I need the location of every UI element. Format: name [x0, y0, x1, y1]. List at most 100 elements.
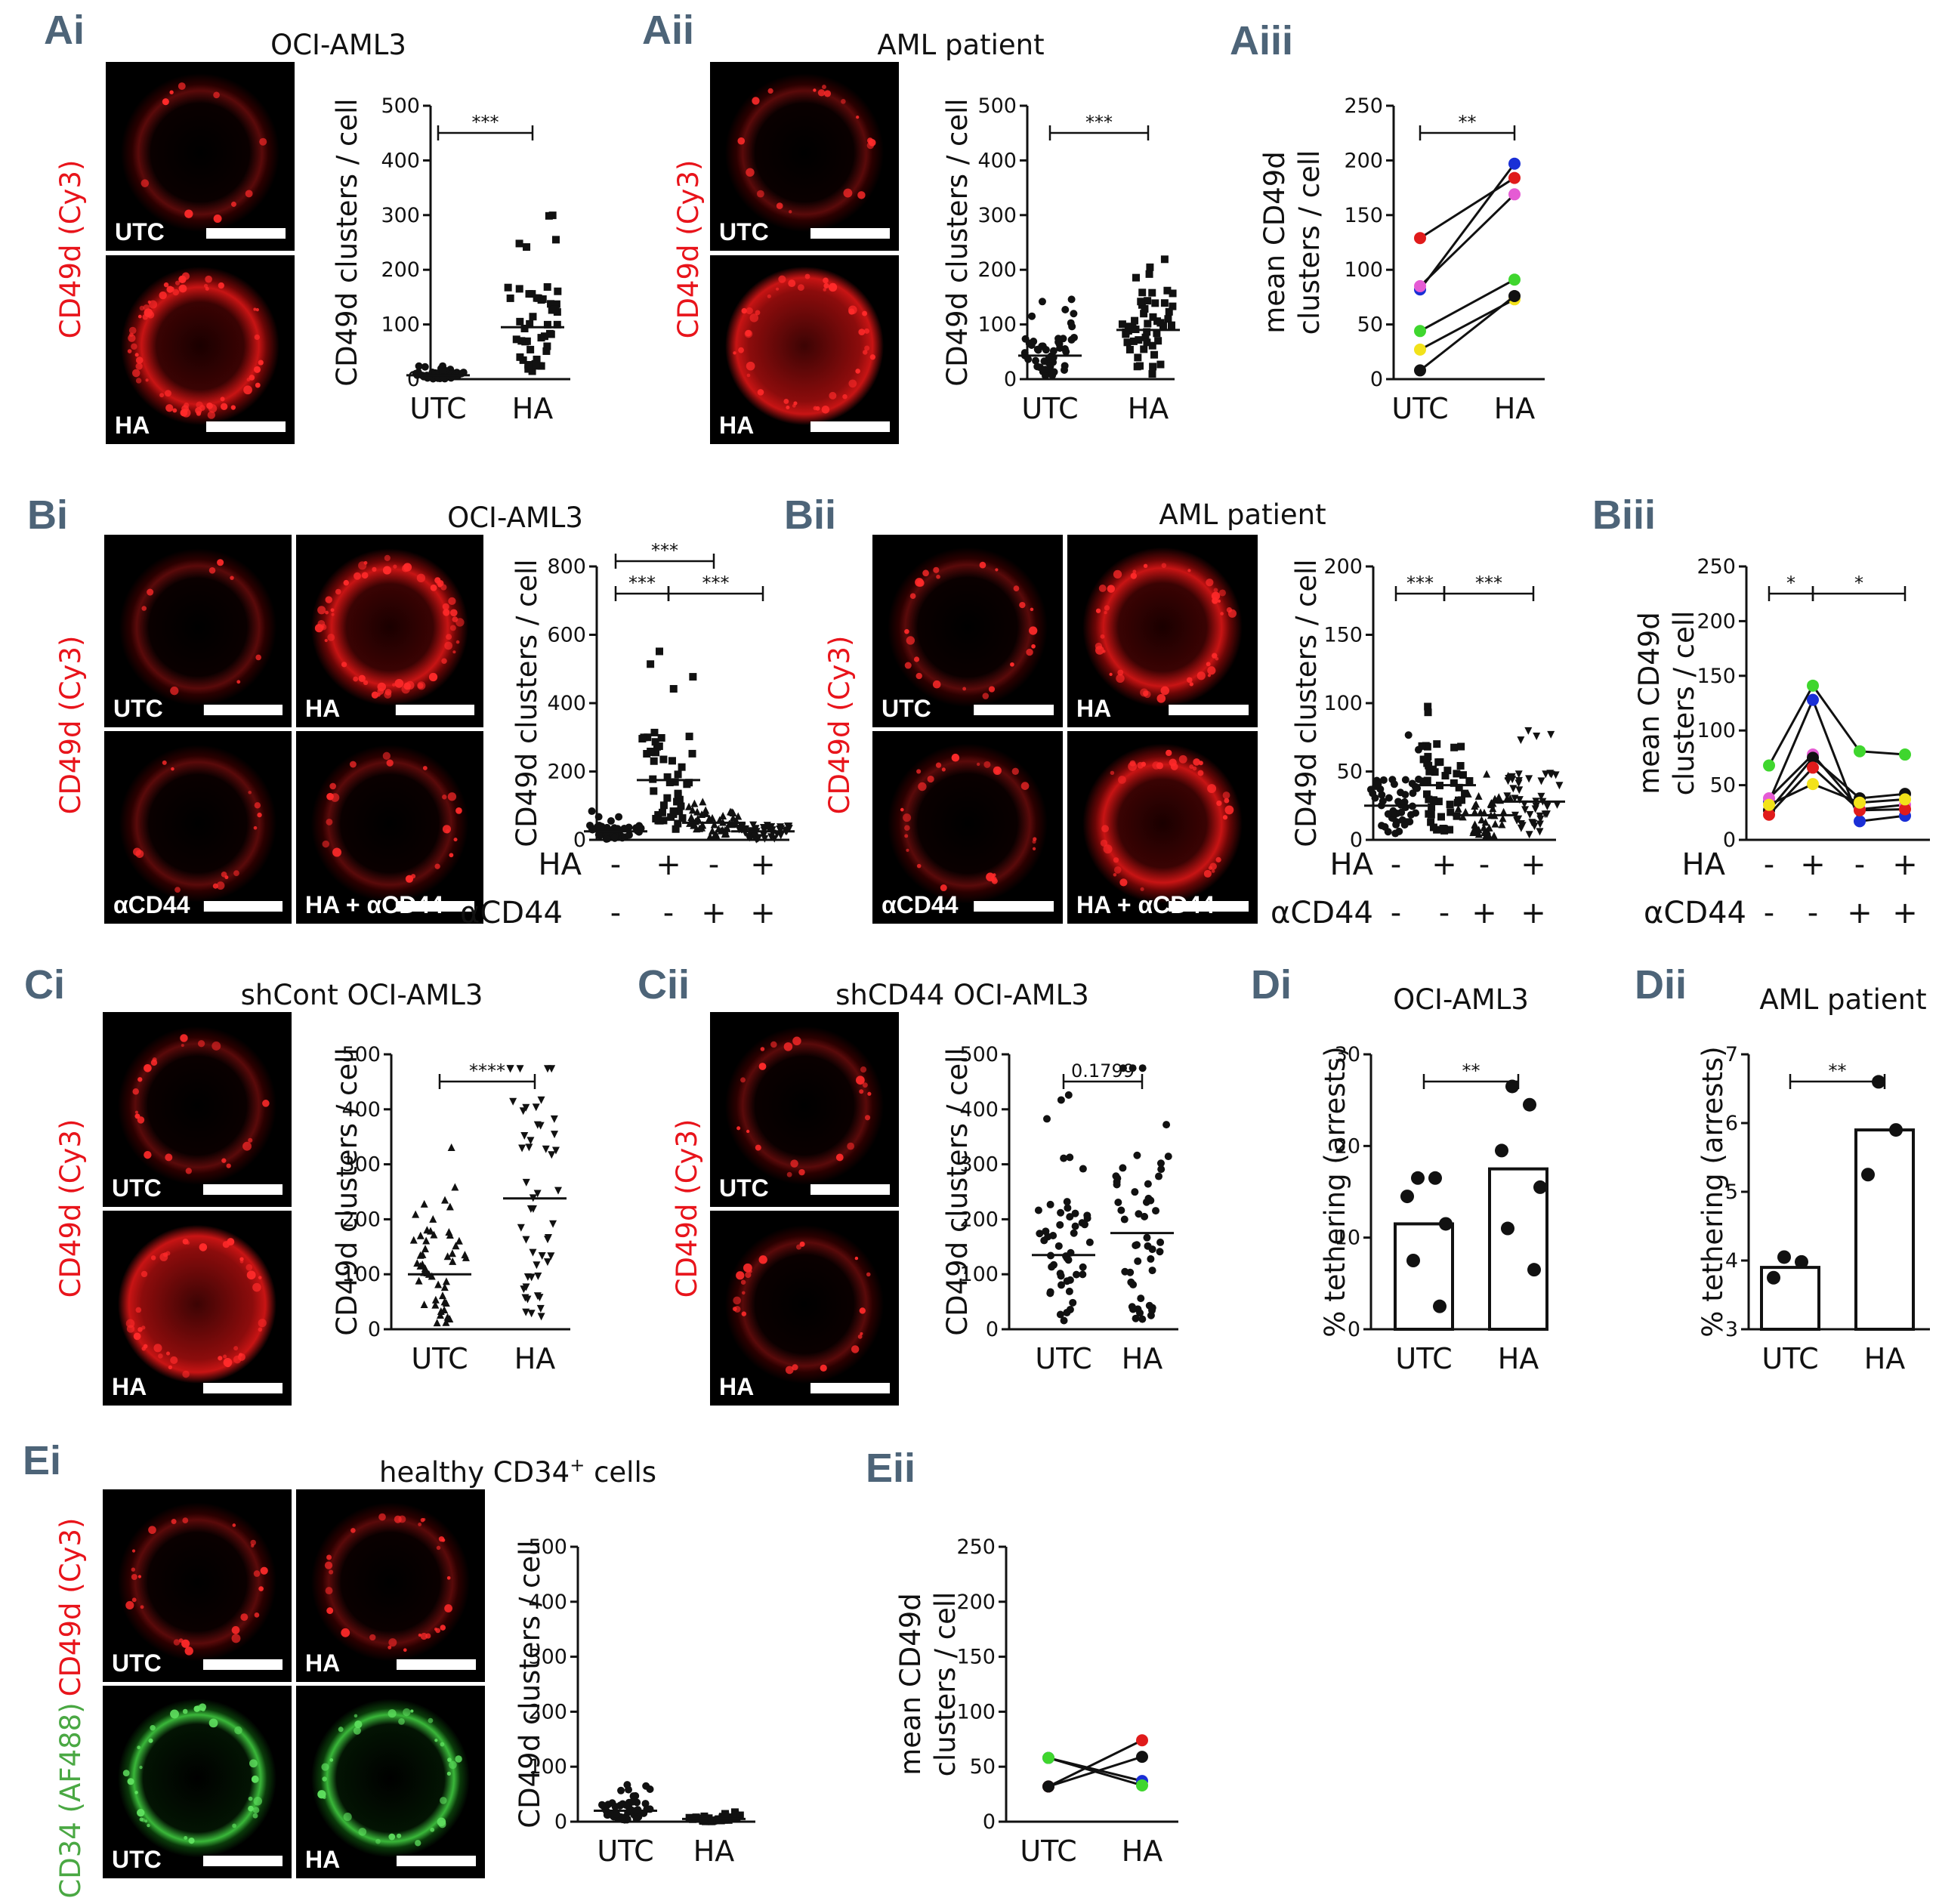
- data-point: [1542, 770, 1550, 779]
- cluster-spot: [172, 408, 178, 413]
- data-point: [1527, 1263, 1541, 1277]
- micrograph-label: UTC: [112, 1174, 162, 1202]
- cluster-spot: [196, 1705, 202, 1711]
- y-tick-label: 200: [959, 1208, 999, 1231]
- cluster-spot: [1187, 677, 1193, 684]
- data-point: [442, 1277, 450, 1285]
- cluster-spot: [1193, 758, 1200, 766]
- data-point: [1066, 1213, 1074, 1221]
- cluster-spot: [1030, 607, 1034, 612]
- cluster-spot: [147, 1823, 150, 1828]
- condition-ha-value: +: [1521, 847, 1546, 882]
- data-point: [1046, 363, 1054, 371]
- cluster-spot: [862, 310, 867, 316]
- cluster-spot: [927, 775, 934, 783]
- data-point: [548, 1151, 556, 1159]
- y-tick-label: 400: [341, 1098, 381, 1122]
- cell-signal: [118, 1699, 276, 1858]
- cluster-spot: [358, 561, 367, 570]
- condition-ha-label: HA: [1682, 847, 1726, 882]
- title-ei-main: healthy CD34: [379, 1456, 570, 1489]
- cluster-spot: [864, 345, 870, 351]
- data-point: [516, 1065, 524, 1073]
- title-ei-suffix: cells: [585, 1456, 656, 1489]
- data-point: [409, 1236, 418, 1244]
- data-point: [1407, 810, 1416, 819]
- cluster-spot: [137, 1745, 141, 1750]
- cluster-spot: [148, 1526, 156, 1535]
- cluster-spot: [321, 1763, 329, 1771]
- cluster-spot: [181, 272, 190, 280]
- cluster-spot: [732, 1307, 737, 1312]
- cluster-spot: [322, 1795, 326, 1800]
- data-point: [1038, 298, 1046, 306]
- series-point: [1136, 1751, 1148, 1764]
- cluster-spot: [353, 676, 359, 682]
- cluster-spot: [178, 82, 186, 90]
- cluster-spot: [835, 1153, 844, 1162]
- data-point: [1532, 802, 1540, 810]
- data-point: [728, 820, 736, 829]
- data-point: [1523, 1097, 1536, 1112]
- cluster-spot: [1109, 672, 1113, 677]
- y-tick-label: 0: [554, 1810, 567, 1834]
- micrograph-bi-utc: UTC: [104, 535, 292, 727]
- cluster-spot: [141, 1346, 147, 1351]
- data-point: [543, 282, 551, 291]
- data-point: [688, 806, 696, 814]
- cluster-spot: [1207, 666, 1216, 675]
- y-tick-label: 50: [1710, 774, 1736, 798]
- data-point: [719, 811, 727, 819]
- scale-bar: [810, 1184, 890, 1195]
- condition-acd44-value: +: [1892, 896, 1918, 930]
- data-point: [1069, 1298, 1077, 1307]
- cluster-spot: [343, 579, 349, 586]
- data-point: [1509, 785, 1518, 793]
- cluster-spot: [909, 593, 916, 600]
- condition-acd44-value: -: [663, 896, 674, 930]
- data-point: [740, 825, 749, 833]
- cluster-spot: [252, 1807, 260, 1813]
- cluster-spot: [828, 282, 838, 292]
- cluster-spot: [1113, 569, 1122, 579]
- data-point: [750, 830, 758, 838]
- cluster-spot: [135, 363, 143, 370]
- data-point: [1164, 1153, 1172, 1161]
- y-tick-label: 500: [977, 94, 1017, 118]
- cluster-spot: [158, 1353, 163, 1359]
- data-point: [1133, 1151, 1141, 1159]
- data-point: [1070, 1229, 1078, 1237]
- data-point: [1436, 758, 1444, 767]
- data-point: [693, 807, 702, 816]
- cluster-spot: [393, 564, 397, 569]
- data-point: [1065, 1287, 1073, 1295]
- data-point: [1515, 786, 1524, 795]
- data-point: [677, 802, 685, 810]
- data-point: [1072, 1270, 1080, 1279]
- scale-bar: [397, 1856, 476, 1866]
- data-point: [588, 807, 596, 816]
- data-point: [1461, 789, 1469, 798]
- cluster-spot: [205, 286, 209, 291]
- y-tick-label: 500: [959, 1043, 999, 1066]
- data-point: [1133, 363, 1141, 371]
- y-tick-label: 600: [547, 624, 586, 647]
- data-point: [1134, 1257, 1142, 1265]
- data-point: [1443, 767, 1452, 775]
- cluster-spot: [135, 850, 144, 858]
- data-point: [1028, 312, 1036, 320]
- cluster-spot: [252, 1813, 258, 1819]
- cluster-spot: [131, 1549, 136, 1553]
- cluster-spot: [447, 1757, 452, 1762]
- cluster-spot: [143, 304, 150, 311]
- cluster-spot: [1220, 612, 1224, 616]
- data-point: [1439, 1217, 1453, 1231]
- data-point: [544, 1234, 552, 1242]
- cluster-spot: [442, 825, 452, 834]
- series-point: [1854, 745, 1866, 758]
- data-point: [616, 1802, 624, 1810]
- cluster-spot: [434, 577, 441, 584]
- data-point: [554, 287, 562, 295]
- data-point: [675, 807, 684, 816]
- cluster-spot: [434, 1628, 438, 1631]
